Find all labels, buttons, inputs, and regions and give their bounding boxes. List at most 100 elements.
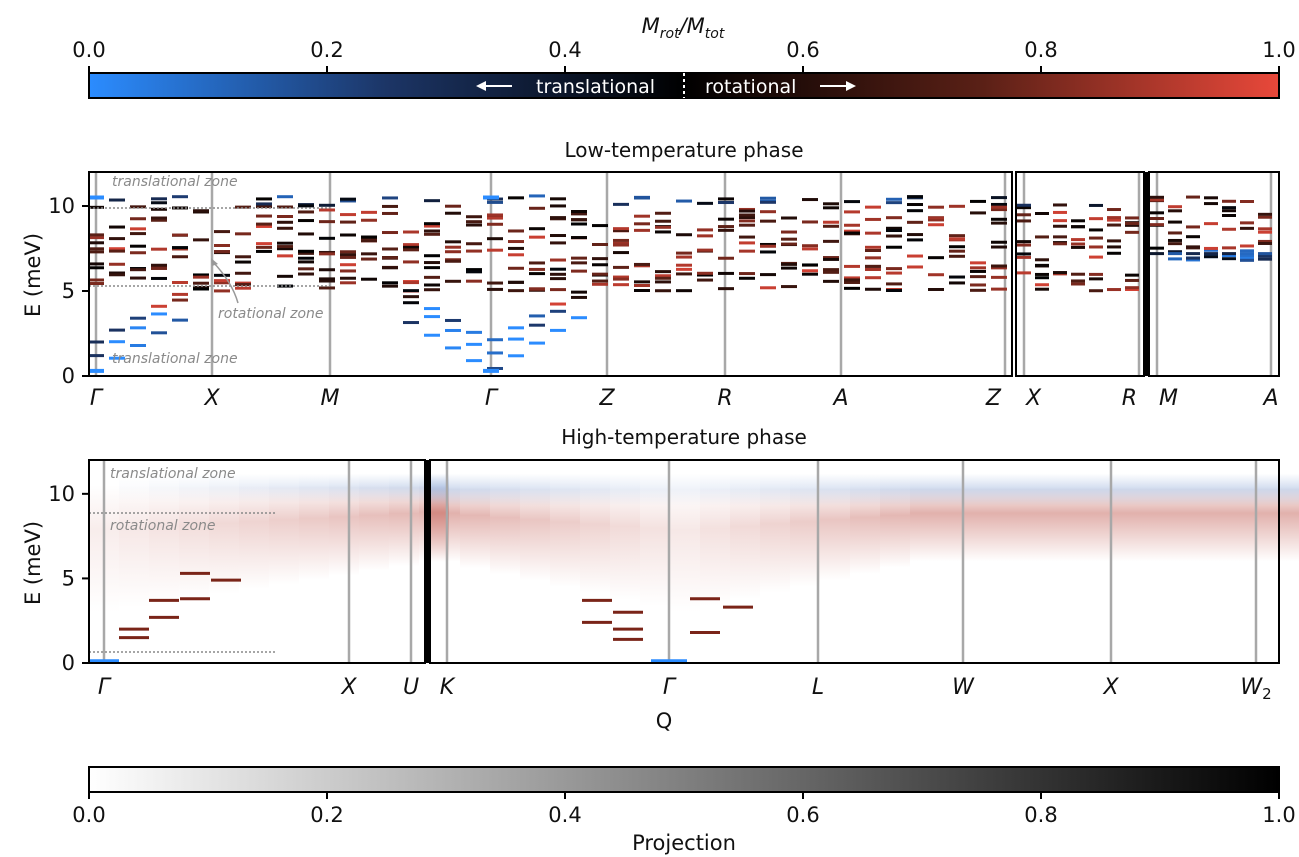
low-temp-x-label: X [1025,386,1042,411]
colorbar-top-tick-label: 1.0 [1262,38,1295,62]
low-temp-x-label: A [831,386,848,411]
high-temp-x-labels: Γ X U K Γ L W X W2 [98,675,1272,703]
high-temp-intensity-column [179,473,209,503]
low-temp-rotational-zone: rotational zone [218,306,324,322]
high-temp-y-tick-label: 10 [48,482,75,506]
low-temp-x-label: Γ [90,386,104,411]
high-temp-intensity-column [1150,473,1180,506]
high-temp-intensity-column [910,473,940,506]
high-temp-intensity-column [329,473,359,503]
high-temp-intensity-column [1180,473,1210,506]
high-temp-rotational-zone: rotational zone [110,518,216,534]
high-temp-intensity-column [389,473,419,503]
low-temp-translational-zone-bottom: translational zone [112,351,238,367]
low-temp-x-label: Z [598,386,615,411]
high-temp-intensity-column [820,473,850,506]
high-temp-intensity-column [640,473,670,506]
annotation-arrow-icon [212,261,239,304]
high-temp-intensity-column [850,473,880,506]
high-temp-intensity-column [1270,473,1299,506]
high-temp-intensity-column [940,473,970,506]
high-temp-x-label: W [952,675,975,700]
high-temp-xlabel: Q [656,709,673,733]
low-temp-frame-1 [88,171,1013,377]
high-temp-x-label: W2 [1240,675,1271,703]
low-temp-x-label: M [321,386,340,411]
high-temp-intensity-column [1060,473,1090,506]
low-temp-phonon-branches [88,172,1272,376]
high-temp-intensity-map [89,473,1299,613]
high-temp-intensity-column [179,485,209,599]
high-temp-intensity-column [640,487,670,607]
annotation-arrowhead-icon [211,258,218,266]
colorbar-top-tick-label: 0.0 [72,38,105,62]
high-temp-ylabel: E (meV) [21,521,45,605]
high-temp-x-label: U [403,675,419,700]
low-temp-x-label: R [1122,386,1137,411]
colorbar-top-ticks: 0.0 0.2 0.4 0.6 0.8 1.0 [72,38,1296,73]
low-temp-x-label: M [1159,386,1178,411]
low-temp-x-label: Z [985,386,1002,411]
colorbar-top: Mrot/Mtot 0.0 0.2 0.4 0.6 0.8 1.0 translation… [72,14,1296,99]
low-temp-translational-zone-top: translational zone [112,174,238,190]
high-temp-intensity-column [580,473,610,506]
high-temp-intensity-column [700,487,730,606]
colorbar-bottom-tick-label: 1.0 [1262,803,1295,827]
high-temp-intensity-column [359,473,389,503]
colorbar-bottom-label: Projection [632,831,736,855]
high-temp-intensity-column [239,485,269,590]
high-temp-intensity-column [119,485,149,608]
low-temp-title: Low-temperature phase [564,138,803,162]
translational-label: translational [536,76,655,98]
high-temp-intensity-column [760,473,790,506]
high-temp-y-ticks: 0 5 10 [48,482,89,675]
colorbar-bottom-tick-label: 0.4 [548,803,581,827]
high-temp-intensity-column [610,487,640,600]
colorbar-bottom-tick-label: 0.6 [786,803,819,827]
colorbar-top-tick-label: 0.2 [310,38,343,62]
high-temp-translational-zone: translational zone [110,466,236,482]
high-temp-intensity-column [239,473,269,503]
low-temp-y-tick-label: 5 [62,279,75,303]
high-temp-y-tick-label: 5 [62,566,75,590]
colorbar-bottom: 0.0 0.2 0.4 0.6 0.8 1.0 Projection [72,766,1296,855]
high-temp-intensity-column [670,487,700,613]
colorbar-top-tick-label: 0.6 [786,38,819,62]
high-temp-intensity-column [119,473,149,503]
high-temp-intensity-column [730,473,760,506]
high-temp-intensity-column [550,473,580,506]
high-temp-intensity-column [1000,473,1030,506]
high-temp-intensity-column [520,473,550,506]
high-temp-intensity-column [209,473,239,503]
high-temp-intensity-column [149,473,179,503]
high-temp-x-label: L [812,675,824,700]
high-temp-intensity-column [700,473,730,506]
colorbar-bottom-tick-label: 0.8 [1024,803,1057,827]
colorbar-bottom-bar [88,766,1280,793]
high-temp-y-tick-label: 0 [62,651,75,675]
low-temp-x-label: Γ [485,386,499,411]
high-temp-frame-2 [429,459,1280,664]
high-temp-phonon-branches [89,460,753,664]
low-temp-frame-2 [1015,171,1145,377]
colorbar-top-label: Mrot/Mtot [642,14,725,42]
colorbar-bottom-tick-label: 0.2 [310,803,343,827]
high-temp-x-label: Γ [663,675,677,700]
high-temp-intensity-column [610,473,640,506]
high-temp-x-label: K [440,675,456,700]
low-temp-y-tick-label: 0 [62,364,75,388]
high-temp-intensity-column [1210,473,1240,506]
low-temp-y-tick-label: 10 [48,194,75,218]
colorbar-bottom-tick-label: 0.0 [72,803,105,827]
high-temp-intensity-column [269,473,299,503]
arrow-right-icon [820,81,856,91]
low-temp-x-label: R [717,386,732,411]
high-temp-intensity-column [970,473,1000,506]
arrow-left-icon [476,81,512,91]
low-temp-y-ticks: 0 5 10 [48,194,89,388]
low-temp-x-label: A [1261,386,1278,411]
low-temp-frame-3 [1148,171,1280,377]
high-temp-intensity-column [670,473,700,506]
